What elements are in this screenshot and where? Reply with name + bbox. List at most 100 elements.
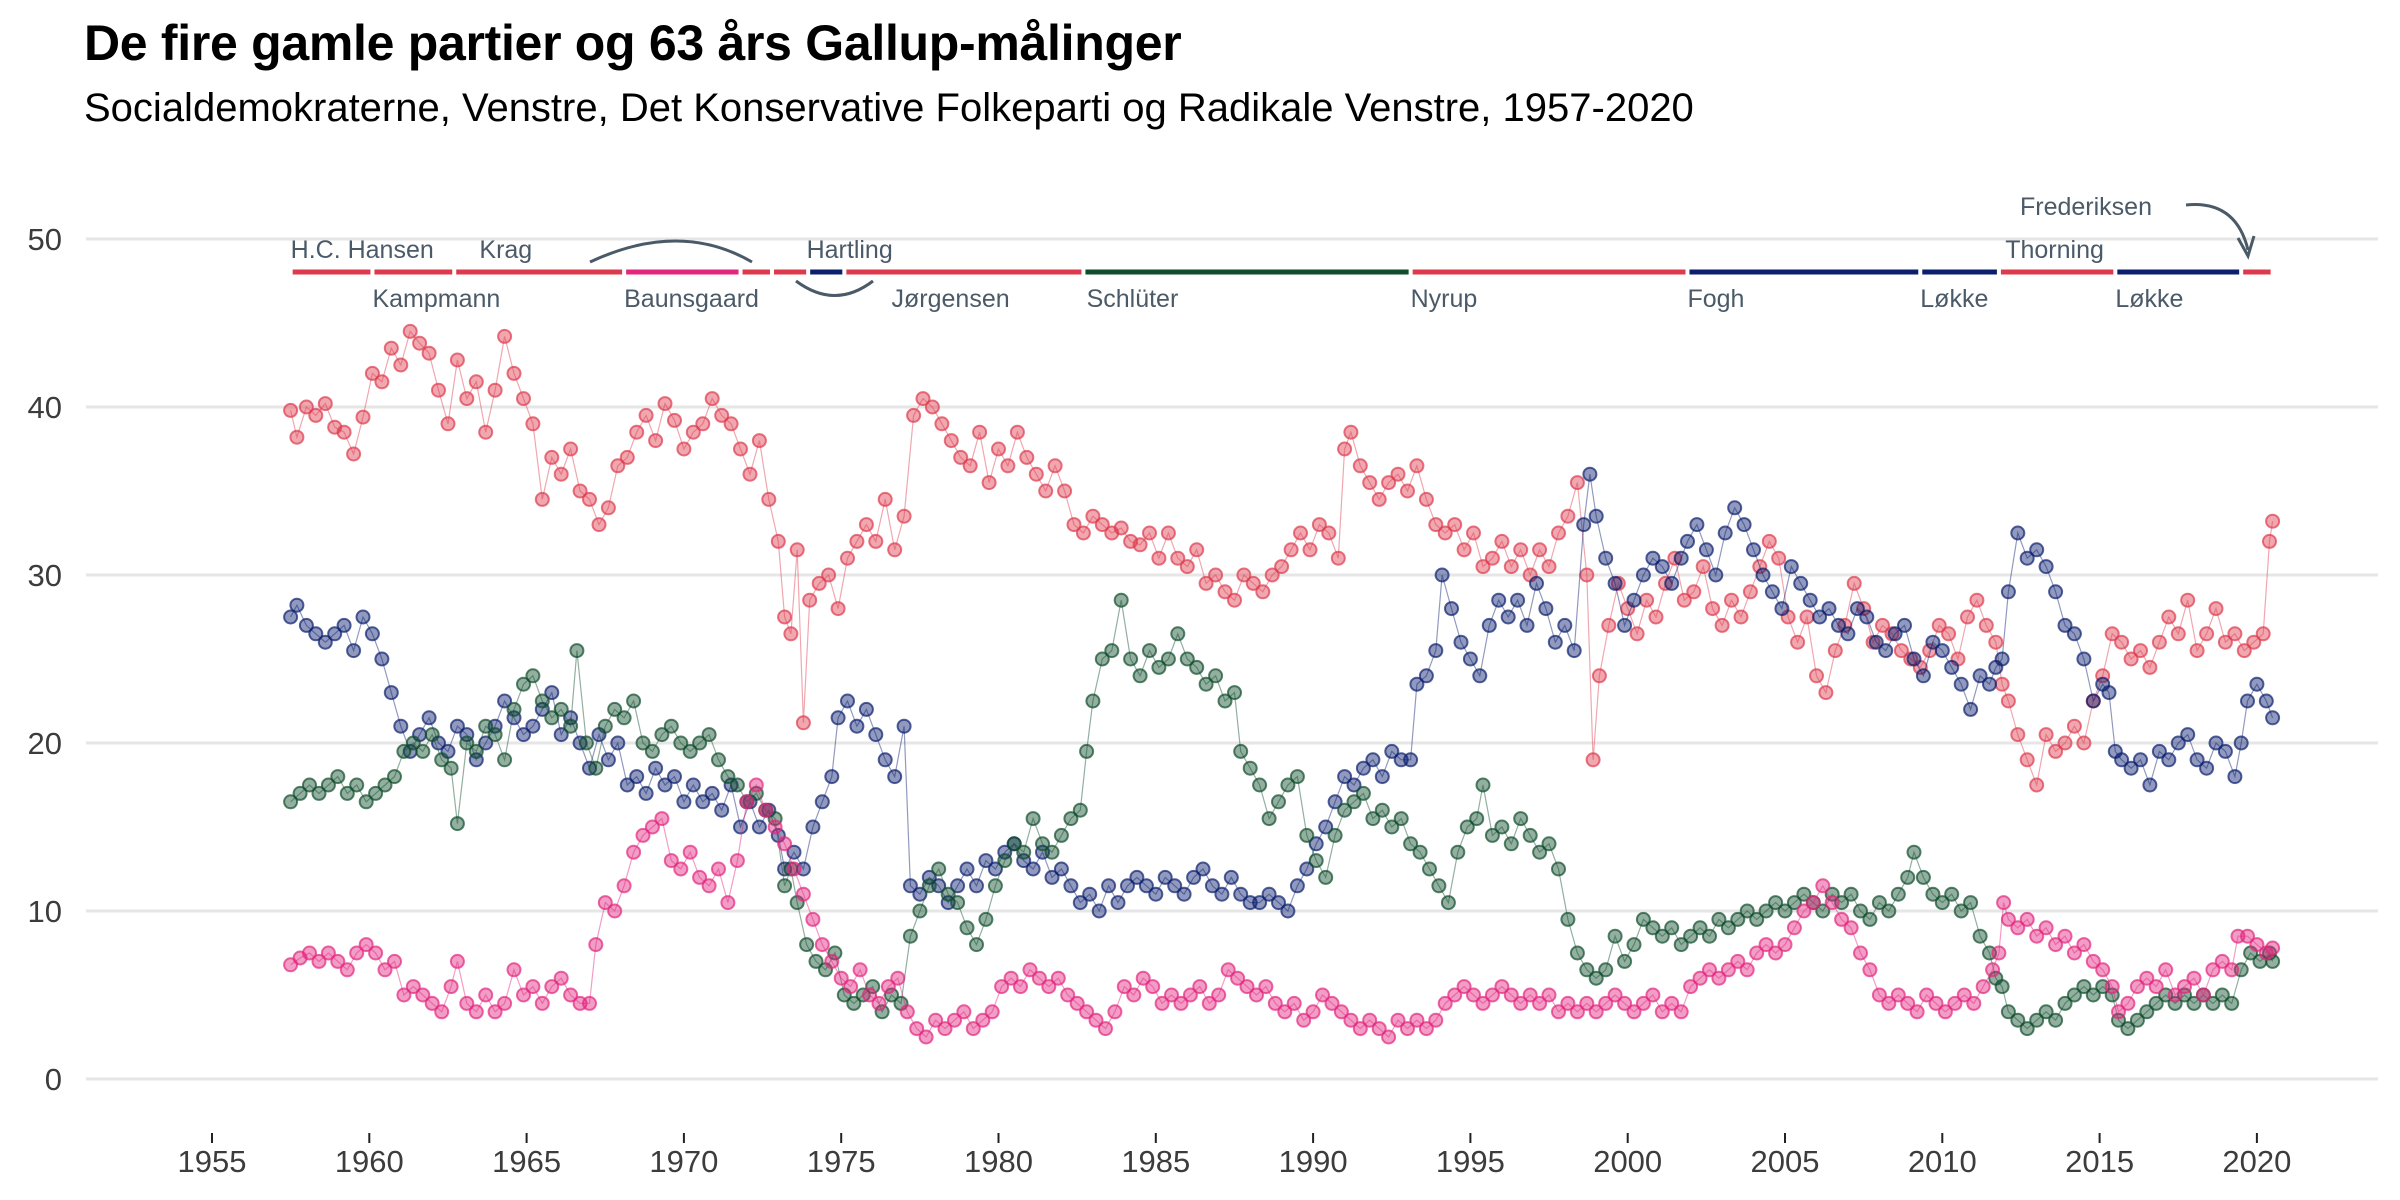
poll-point [449,953,465,969]
poll-point [912,903,928,919]
poll-point [1277,1004,1293,1020]
poll-point [1818,685,1834,701]
poll-point [1786,920,1802,936]
poll-point [1868,634,1884,650]
poll-point [959,861,975,877]
poll-point [1444,601,1459,617]
poll-point [714,802,730,818]
poll-point [487,727,503,743]
poll-point [667,769,682,785]
poll-point [682,844,698,860]
poll-point [1768,945,1784,961]
poll-point [610,458,626,474]
poll-point [597,718,613,734]
poll-point [1428,1012,1444,1028]
poll-point [525,416,541,432]
poll-point [846,995,862,1011]
poll-point [610,735,626,751]
poll-point [2111,1004,2126,1020]
poll-point [1113,592,1129,608]
poll-point [2133,752,2148,768]
poll-point [320,945,336,961]
y-tick-label: 50 [28,222,62,257]
x-tick-label: 2015 [2065,1144,2134,1179]
poll-point [956,1004,972,1020]
poll-point [654,727,670,743]
poll-point [767,819,783,835]
pm-label: Fogh [1687,285,1744,313]
poll-point [1579,567,1595,583]
poll-point [1409,1012,1425,1028]
poll-point [2000,1004,2016,1020]
poll-point [1450,844,1466,860]
poll-point [1484,987,1500,1003]
poll-point [1343,424,1359,440]
poll-point [1239,979,1255,995]
poll-point [402,323,418,339]
poll-point [1626,592,1642,608]
poll-point [1028,466,1044,482]
y-tick-label: 30 [28,558,62,593]
poll-point [2029,1012,2045,1028]
poll-point [1494,819,1510,835]
poll-point [1412,844,1428,860]
poll-point [1299,861,1315,877]
poll-point [2186,995,2202,1011]
poll-point [1069,995,1085,1011]
poll-point [2151,634,2167,650]
poll-point [2000,693,2016,709]
poll-point [383,340,399,356]
poll-point [987,861,1003,877]
poll-point [1337,802,1353,818]
poll-point [742,466,758,482]
poll-point [871,995,887,1011]
poll-point [1730,953,1746,969]
poll-point [1802,592,1818,608]
poll-point [868,727,884,743]
poll-point [795,715,811,731]
poll-point [635,735,651,751]
poll-point [663,718,679,734]
poll-point [1101,878,1117,894]
poll-point [2161,752,2177,768]
poll-point [487,1004,503,1020]
poll-point [685,777,701,793]
poll-point [1969,592,1985,608]
poll-point [1374,802,1390,818]
poll-point [1680,533,1695,549]
poll-point [1871,895,1887,911]
poll-point [600,752,616,768]
poll-point [1972,928,1988,944]
poll-point [516,676,531,692]
poll-point [2265,710,2281,726]
poll-point [840,693,855,709]
poll-point [1673,1004,1689,1020]
poll-point [1736,517,1752,533]
poll-point [1371,1021,1387,1037]
poll-point [1223,869,1239,885]
poll-point [619,777,635,793]
x-tick-label: 1960 [335,1144,404,1179]
poll-point [1258,979,1274,995]
poll-point [1900,995,1916,1011]
poll-point [459,391,475,407]
poll-point [814,794,830,810]
poll-point [2265,513,2281,529]
poll-point [644,743,660,759]
poll-point [525,668,541,684]
poll-point [1057,483,1073,499]
poll-point [1267,995,1283,1011]
y-tick-label: 20 [28,726,62,761]
poll-point [2019,550,2035,566]
poll-point [953,449,969,465]
poll-point [1768,895,1784,911]
poll-point [862,987,877,1003]
poll-point [516,987,531,1003]
poll-point [283,402,299,418]
poll-point [1598,995,1614,1011]
poll-point [1982,676,1997,692]
poll-point [1337,769,1353,785]
poll-point [1522,987,1538,1003]
poll-point [1831,617,1846,633]
x-tick-label: 1985 [1121,1144,1190,1179]
